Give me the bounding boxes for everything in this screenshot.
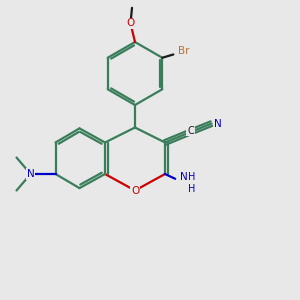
Text: O: O — [131, 185, 139, 196]
Text: N: N — [214, 118, 222, 129]
Text: H: H — [188, 184, 196, 194]
Text: C: C — [187, 125, 194, 136]
Text: N: N — [27, 169, 34, 179]
Text: N: N — [180, 172, 188, 182]
Text: O: O — [126, 18, 135, 28]
Text: Br: Br — [178, 46, 190, 56]
Text: H: H — [188, 172, 196, 182]
